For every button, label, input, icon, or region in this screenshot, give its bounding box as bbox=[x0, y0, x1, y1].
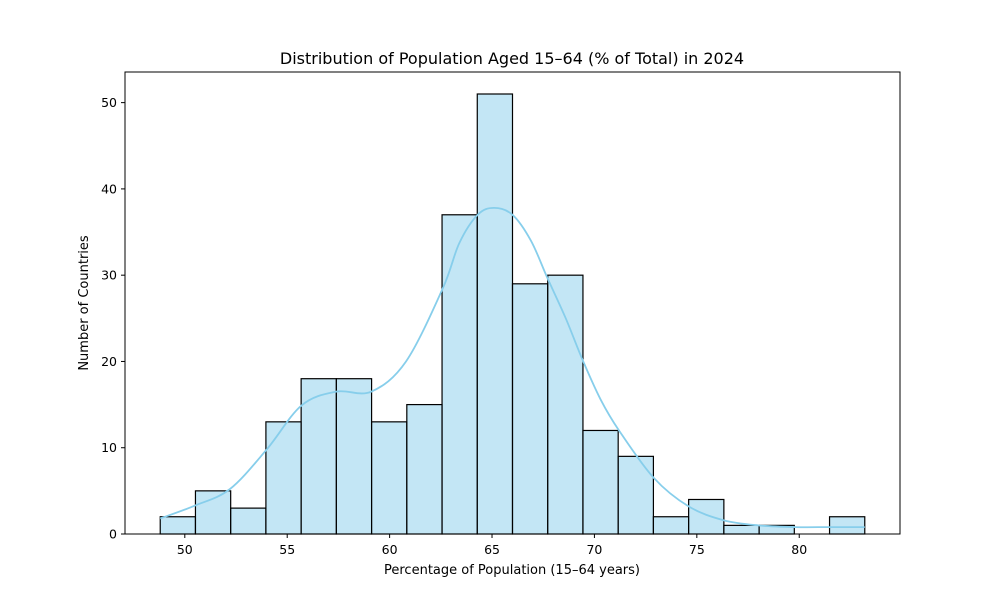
histogram-bar bbox=[370, 421, 408, 535]
histogram-bar bbox=[476, 93, 514, 535]
y-tick-label: 40 bbox=[101, 181, 117, 196]
histogram-bar bbox=[335, 378, 373, 535]
histogram-bar bbox=[230, 507, 267, 535]
histogram-bar bbox=[617, 455, 655, 535]
x-tick-label: 65 bbox=[484, 542, 500, 557]
kde-curve-group bbox=[159, 206, 865, 529]
x-tick-label: 60 bbox=[382, 542, 398, 557]
histogram-bar bbox=[511, 283, 549, 535]
y-axis-ticks: 0 10 20 30 40 50 bbox=[101, 95, 125, 542]
y-tick-label: 30 bbox=[101, 268, 117, 283]
y-tick-label: 50 bbox=[101, 95, 117, 110]
histogram-bar bbox=[159, 516, 197, 535]
histogram-bar bbox=[652, 516, 690, 535]
histogram-bar bbox=[441, 214, 478, 535]
x-tick-label: 75 bbox=[689, 542, 705, 557]
histogram-bar bbox=[406, 403, 443, 535]
x-tick-label: 50 bbox=[177, 542, 193, 557]
plot-frame bbox=[124, 71, 901, 535]
kde-line bbox=[159, 206, 865, 529]
histogram-bar bbox=[688, 498, 725, 535]
histogram-bar bbox=[265, 421, 302, 535]
y-axis-label: Number of Countries bbox=[77, 235, 92, 371]
x-axis-label: Percentage of Population (15–64 years) bbox=[384, 563, 640, 578]
y-tick-label: 0 bbox=[109, 527, 117, 542]
histogram-bar bbox=[194, 490, 232, 535]
y-tick-label: 10 bbox=[101, 440, 117, 455]
chart-title: Distribution of Population Aged 15–64 (%… bbox=[280, 49, 744, 68]
histogram-bar bbox=[300, 378, 337, 535]
histogram-bar bbox=[547, 274, 584, 535]
x-tick-label: 55 bbox=[279, 542, 295, 557]
histogram-bar bbox=[828, 516, 866, 535]
y-tick-label: 20 bbox=[101, 354, 117, 369]
x-axis-ticks: 50 55 60 65 70 75 80 bbox=[177, 534, 807, 557]
histogram-bar bbox=[582, 429, 619, 535]
x-tick-label: 70 bbox=[586, 542, 602, 557]
bars-group bbox=[159, 93, 866, 535]
histogram-bar bbox=[723, 524, 760, 535]
x-tick-label: 80 bbox=[791, 542, 807, 557]
